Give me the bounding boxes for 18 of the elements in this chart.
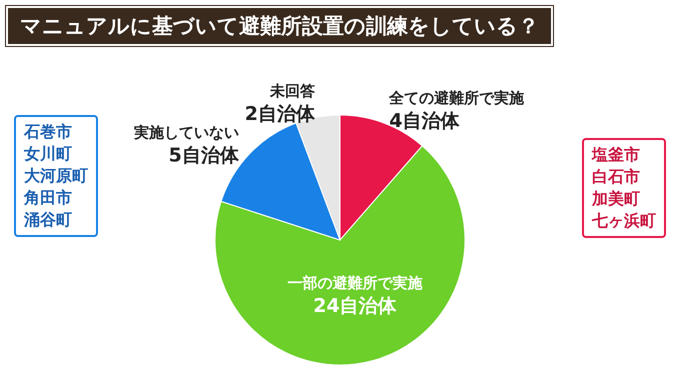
text: 塩釜市 (592, 144, 641, 166)
chart-title: マニュアルに基づいて避難所設置の訓練をしている？ (6, 6, 553, 46)
text: 女川町 (24, 143, 73, 165)
slice-label: 未回答 (269, 82, 315, 100)
text: 加美町 (592, 188, 641, 210)
data-label: 4自治体 (389, 110, 460, 132)
text: 大河原町 (24, 165, 88, 187)
slice-label: 全ての避難所で実施 (388, 88, 526, 107)
text: 白石市 (592, 166, 641, 188)
data-label: 24自治体 (313, 295, 398, 318)
slice-label: 実施していない (132, 123, 239, 142)
text: 涌谷町 (24, 209, 73, 231)
data-label: 2自治体 (244, 103, 316, 126)
text: 七ヶ浜町 (592, 210, 656, 232)
text: 石巻市 (24, 121, 73, 143)
data-label: 5自治体 (168, 144, 240, 166)
slice-label: 一部の避難所で実施 (287, 274, 424, 292)
text: 角田市 (24, 187, 73, 209)
